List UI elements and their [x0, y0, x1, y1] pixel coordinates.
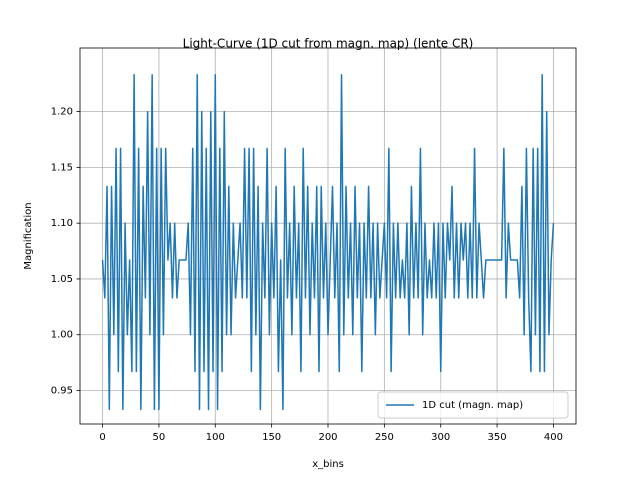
y-tick-label: 0.95	[51, 386, 73, 397]
plot-frame	[79, 47, 577, 425]
y-tick-label: 1.10	[51, 218, 73, 229]
x-tick-label: 0	[99, 432, 105, 443]
y-tick-label: 1.15	[51, 162, 73, 173]
data-line	[101, 74, 555, 411]
x-tick-label: 250	[375, 432, 394, 443]
x-tick-label: 350	[488, 432, 507, 443]
y-tick-label: 1.20	[51, 107, 73, 118]
chart-title: Light-Curve (1D cut from magn. map) (len…	[183, 37, 474, 51]
y-tick-label: 1.00	[51, 330, 73, 341]
legend: 1D cut (magn. map)	[377, 391, 569, 419]
x-tick-label: 100	[206, 432, 225, 443]
x-axis-label: x_bins	[312, 459, 344, 470]
y-tick-label: 1.05	[51, 274, 73, 285]
legend-label: 1D cut (magn. map)	[422, 400, 523, 411]
x-tick-label: 50	[153, 432, 166, 443]
y-axis-label: Magnification	[23, 202, 34, 269]
x-tick-label: 400	[544, 432, 563, 443]
x-tick-label: 300	[431, 432, 450, 443]
x-tick-label: 200	[318, 432, 337, 443]
legend-box	[377, 391, 569, 419]
x-tick-label: 150	[262, 432, 281, 443]
